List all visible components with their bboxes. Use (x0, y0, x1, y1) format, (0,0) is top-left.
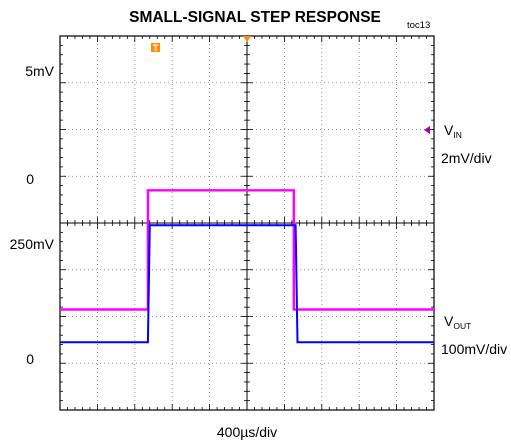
vin-trace (60, 189, 434, 311)
vout-trace (60, 224, 434, 344)
time-scale-label: 400µs/div (217, 424, 277, 440)
vout-level-label-250mv: 250mV (10, 236, 55, 252)
vin-level-label-zero: 0 (26, 171, 34, 187)
chart-title: SMALL-SIGNAL STEP RESPONSE (129, 9, 381, 26)
vin-channel-name: VIN (444, 122, 462, 140)
figure-tag: toc13 (407, 20, 430, 31)
vout-name-main: V (444, 313, 454, 329)
trigger-position-icon (243, 36, 251, 42)
vout-channel-name: VOUT (444, 313, 471, 331)
vin-scale-label: 2mV/div (441, 150, 492, 166)
trigger-marker: T (151, 43, 160, 54)
vin-name-main: V (444, 122, 454, 138)
vin-name-sub: IN (453, 130, 462, 140)
traces (60, 189, 434, 344)
graticule (59, 35, 435, 411)
vout-name-sub: OUT (453, 321, 471, 331)
vout-level-label-zero: 0 (26, 351, 34, 367)
trigger-label: T (153, 43, 159, 54)
vout-scale-label: 100mV/div (441, 341, 507, 357)
vin-level-label-5mv: 5mV (25, 63, 54, 79)
vin-reference-icon (424, 126, 430, 134)
